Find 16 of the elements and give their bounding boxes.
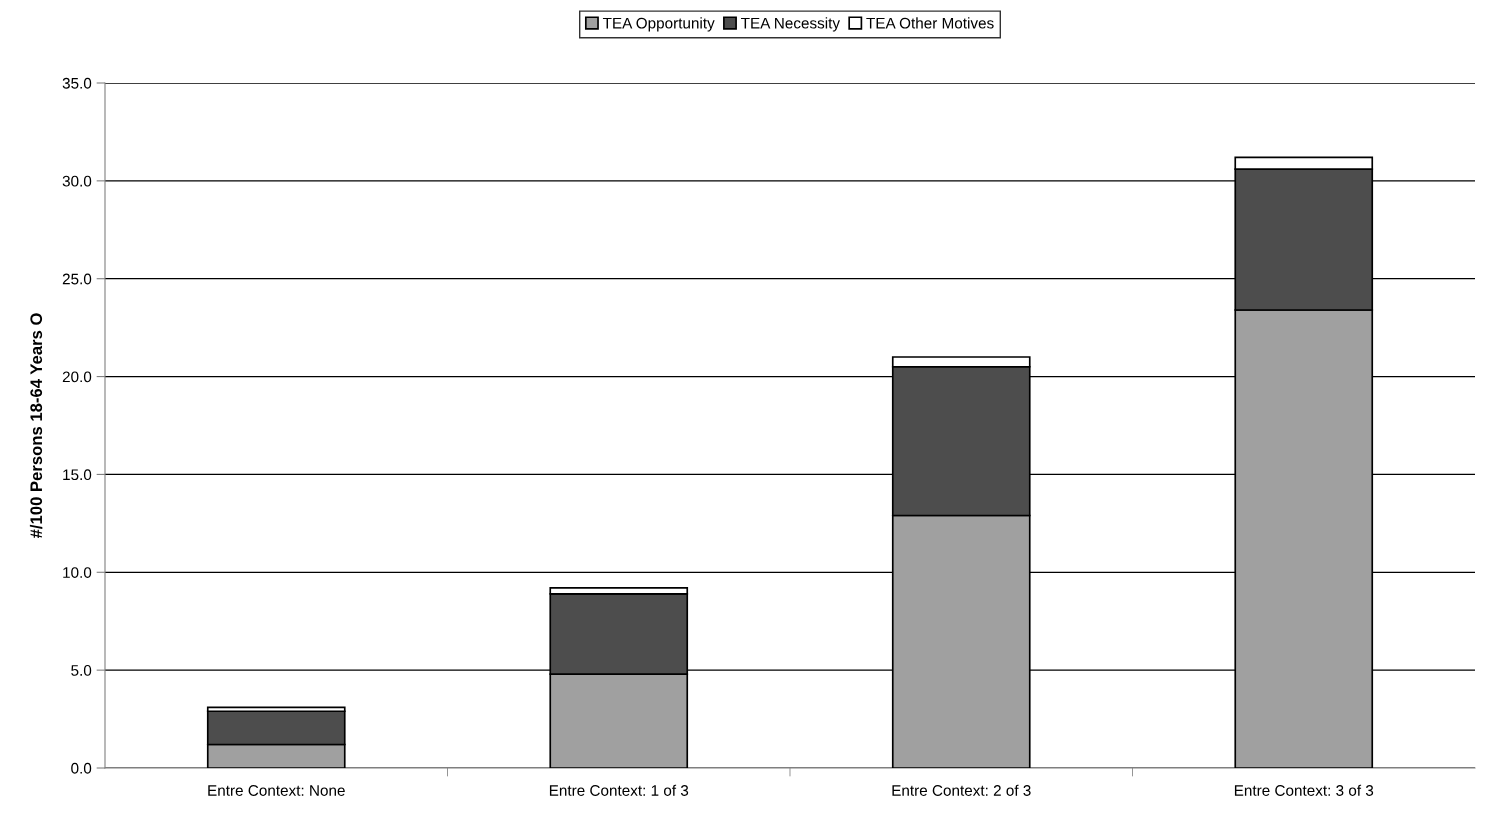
legend-label: TEA Necessity [741, 17, 840, 32]
x-tick-label: Entre Context: None [208, 785, 345, 796]
y-tick-label: 0.0 [71, 762, 92, 774]
x-tick-label: Entre Context: 3 of 3 [1234, 784, 1374, 796]
y-tick-label: 15.0 [63, 469, 92, 481]
y-tick-label: 10.0 [63, 567, 92, 578]
x-tick-label: Entre Context: 2 of 3 [892, 784, 1031, 796]
x-tick-label: Entre Context: 1 of 3 [549, 784, 689, 796]
y-tick-label: 5.0 [71, 665, 92, 676]
y-tick-label: 20.0 [62, 371, 92, 383]
y-tick-label: 35.0 [62, 77, 92, 89]
legend-label: TEA Opportunity [602, 17, 715, 32]
y-tick-label: 25.0 [62, 273, 92, 285]
y-tick-label: 30.0 [62, 175, 92, 187]
y-axis-title: #/100 Persons 18-64 Years O [29, 313, 43, 539]
legend-label: TEA Other Motives [866, 17, 994, 29]
